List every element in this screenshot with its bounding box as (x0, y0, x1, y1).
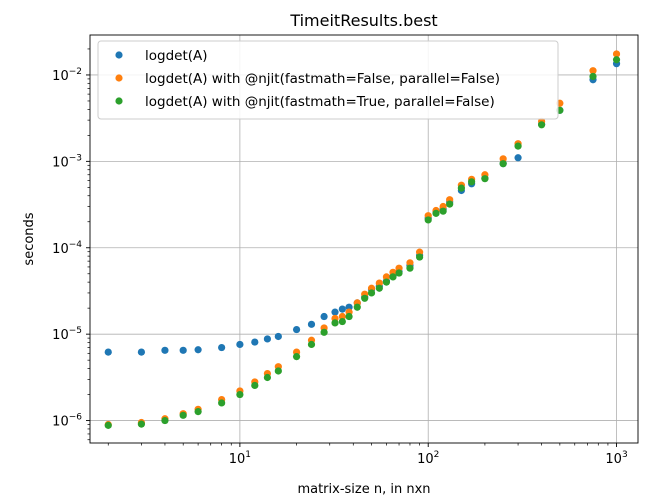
data-point (104, 348, 112, 356)
data-point (263, 373, 272, 382)
x-tick-label: 101 (229, 450, 251, 467)
legend-marker (115, 74, 123, 82)
y-tick-label: 10−6 (52, 413, 82, 430)
data-point (367, 289, 376, 297)
data-point (468, 178, 476, 186)
data-point (274, 332, 282, 341)
data-point (589, 72, 597, 81)
data-points (104, 50, 621, 429)
data-point (179, 411, 187, 419)
data-point (499, 160, 507, 168)
legend-label: logdet(A) (145, 48, 208, 64)
x-tick-label: 103 (605, 450, 627, 467)
data-point (218, 399, 226, 407)
series-3 (104, 56, 621, 429)
data-point (292, 325, 301, 334)
data-point (361, 294, 369, 302)
data-point (194, 408, 202, 416)
data-point (251, 338, 259, 346)
data-point (179, 346, 187, 354)
legend-marker (115, 97, 123, 105)
legend: logdet(A) logdet(A) with @njit(fastmath=F… (97, 40, 559, 120)
data-point (236, 390, 244, 399)
legend-marker (115, 51, 123, 59)
y-axis-label: seconds (22, 212, 37, 265)
data-point (263, 335, 272, 343)
data-point (382, 273, 391, 281)
data-point (161, 346, 169, 354)
data-point (331, 308, 339, 316)
data-point (338, 317, 346, 326)
y-tick-label: 10−5 (52, 326, 82, 343)
legend-label: logdet(A) with @njit(fastmath=False, par… (145, 71, 500, 87)
y-tick-label: 10−3 (52, 153, 82, 170)
y-tick-label: 10−2 (52, 67, 82, 84)
data-point (416, 253, 424, 261)
data-point (338, 312, 346, 321)
x-tick-label: 102 (417, 450, 439, 467)
data-point (274, 367, 282, 375)
ticks: 101 102 103 10−6 10−5 10−4 10−3 10−2 (52, 48, 628, 467)
data-point (320, 312, 328, 321)
legend-label: logdet(A) with @njit(fastmath=True, para… (145, 94, 495, 110)
data-point (375, 279, 383, 287)
data-point (320, 328, 328, 336)
data-point (481, 175, 489, 183)
data-point (338, 305, 346, 313)
data-point (353, 303, 361, 311)
data-point (538, 121, 546, 129)
x-axis-label: matrix-size n, in nxn (297, 482, 430, 497)
data-point (307, 320, 316, 328)
data-point (251, 381, 259, 390)
data-point (331, 319, 339, 327)
data-point (424, 216, 432, 224)
legend-box (97, 40, 559, 120)
data-point (307, 340, 316, 349)
data-point (514, 142, 522, 150)
data-point (194, 346, 202, 354)
y-tick-label: 10−4 (52, 240, 82, 257)
data-point (395, 269, 403, 277)
data-point (137, 420, 146, 428)
data-point (104, 421, 112, 429)
data-point (406, 264, 414, 272)
chart-title: TimeitResults.best (289, 11, 437, 30)
data-point (612, 56, 621, 64)
data-point (382, 278, 391, 286)
data-point (236, 340, 244, 349)
data-point (439, 207, 447, 215)
data-point (589, 67, 597, 75)
data-point (218, 343, 226, 352)
data-point (612, 50, 621, 58)
data-point (137, 348, 146, 356)
data-point (416, 248, 424, 256)
data-point (161, 416, 169, 425)
data-point (292, 353, 301, 361)
data-point (345, 312, 353, 321)
data-point (406, 259, 414, 267)
data-point (389, 273, 397, 281)
data-point (375, 284, 383, 292)
plot-frame (89, 34, 639, 444)
data-point (514, 154, 522, 162)
data-point (457, 184, 465, 192)
data-point (432, 209, 440, 217)
data-point (446, 200, 454, 208)
